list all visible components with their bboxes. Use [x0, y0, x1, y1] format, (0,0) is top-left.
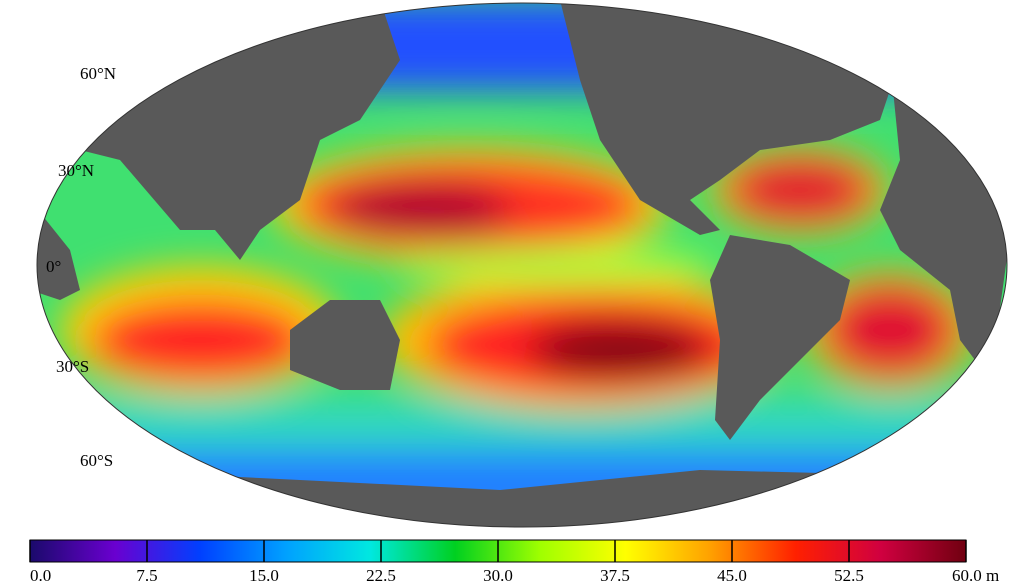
- colorbar-tick-label: 0.0: [30, 566, 51, 585]
- colorbar-tick-label: 60.0 m: [952, 566, 999, 585]
- colorbar-tick-label: 52.5: [834, 566, 864, 585]
- lat-label: 60°S: [80, 451, 113, 470]
- lat-label: 30°S: [56, 357, 89, 376]
- colorbar-tick-label: 7.5: [136, 566, 157, 585]
- colorbar-tick-label: 22.5: [366, 566, 396, 585]
- lat-label: 30°N: [58, 161, 94, 180]
- colorbar-tick-label: 15.0: [249, 566, 279, 585]
- colorbar-tick-label: 37.5: [600, 566, 630, 585]
- colorbar-tick-label: 45.0: [717, 566, 747, 585]
- colorbar-tick-label: 30.0: [483, 566, 513, 585]
- lat-label: 60°N: [80, 64, 116, 83]
- lat-label: 0°: [46, 257, 61, 276]
- globe-outline: [36, 2, 1008, 528]
